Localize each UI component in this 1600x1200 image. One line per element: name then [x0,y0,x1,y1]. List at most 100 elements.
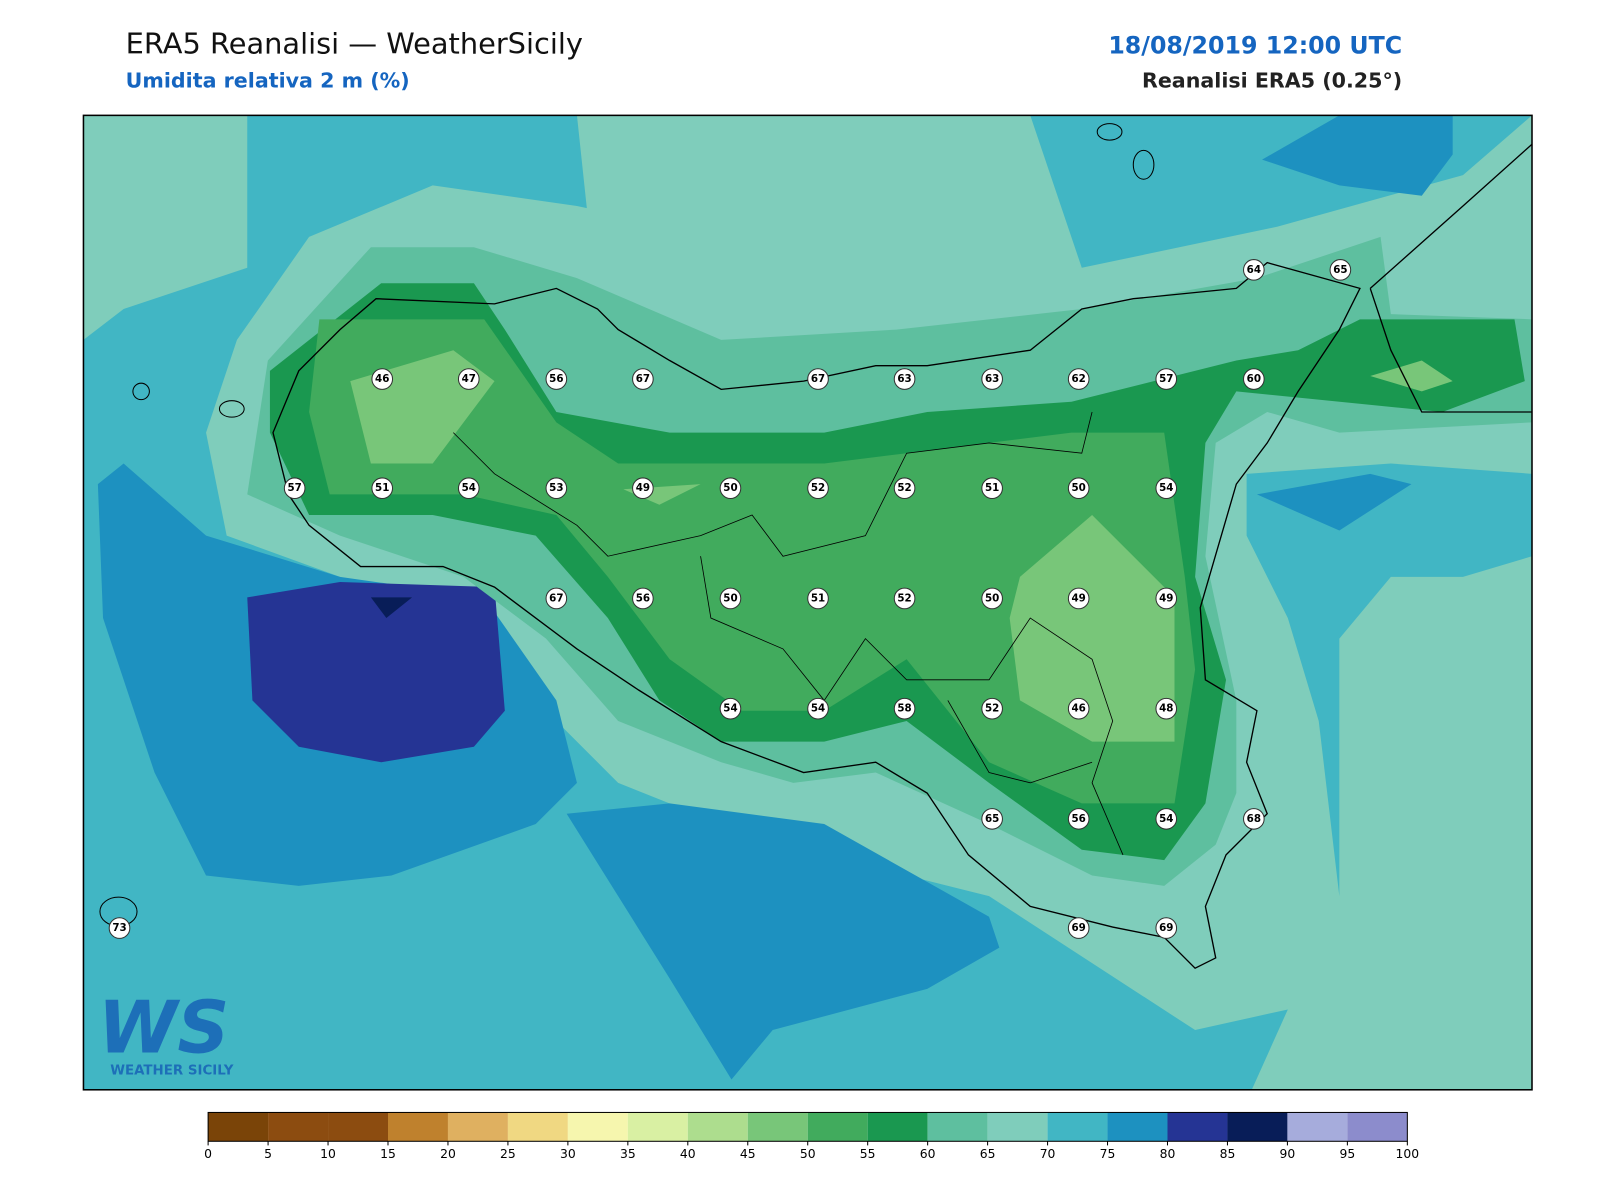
station-value: 58 [897,703,911,715]
colorbar-tick-label: 10 [320,1147,336,1161]
station-value: 73 [112,922,126,934]
station-value: 54 [811,703,825,715]
coastline [1369,143,1533,289]
station-value: 68 [1247,813,1261,825]
colorbar-tick-label: 45 [740,1147,756,1161]
station-value: 52 [811,482,825,494]
colorbar-segment [1047,1112,1108,1142]
station-value: 52 [897,482,911,494]
station-marker [1155,808,1178,830]
band-85-90 [370,597,413,619]
province-border [947,700,1093,784]
colorbar-segment [627,1112,688,1142]
station-marker [719,587,742,610]
station-marker [1155,697,1178,720]
colorbar-tick-label: 70 [1040,1147,1056,1161]
band-70-75 [1246,463,1533,897]
station-marker [893,477,916,500]
province-border [453,411,1093,557]
colorbar-tick-label: 0 [204,1147,212,1161]
station-marker [981,587,1003,610]
colorbar-segment [747,1112,808,1142]
station-value: 60 [1247,373,1261,385]
station-marker [1155,587,1178,610]
station-marker [1155,917,1178,939]
colorbar-segment [507,1112,568,1142]
station-value: 54 [723,703,737,715]
station-marker [1155,368,1178,390]
station-value: 51 [375,482,389,494]
island [132,382,150,401]
station-marker [1067,368,1090,390]
colorbar-segment [927,1112,988,1142]
province-border [700,556,1124,856]
station-value: 54 [462,482,476,494]
colorbar-tick-label: 25 [500,1147,516,1161]
station-value: 50 [723,592,737,604]
colorbar-tick-label: 50 [800,1147,816,1161]
station-value: 63 [985,373,999,385]
station-value: 56 [549,373,563,385]
station-marker [981,697,1003,720]
station-marker [632,477,654,500]
station-value: 46 [1072,703,1086,715]
colorbar-segment [1107,1112,1168,1142]
band-65-70 [83,115,248,340]
station-marker [545,368,568,390]
station-value: 54 [1159,482,1173,494]
station-value: 65 [985,813,999,825]
station-value: 47 [462,373,476,385]
station-value: 63 [897,373,911,385]
station-marker [981,808,1003,830]
logo-mark: WS [98,987,229,1071]
colorbar-segment [387,1112,448,1142]
colorbar-segment [567,1112,628,1142]
band-45-50 [1009,515,1175,742]
station-marker [371,368,394,390]
station-value: 51 [811,592,825,604]
station-value: 57 [1159,373,1173,385]
colorbar-tick-label: 60 [920,1147,936,1161]
station-marker [981,477,1003,500]
station-marker [807,697,829,720]
station-value: 52 [897,592,911,604]
colorbar-tick-label: 30 [560,1147,576,1161]
station-marker [457,477,480,500]
coastline [1369,288,1533,413]
station-value: 50 [985,592,999,604]
station-value: 56 [636,592,650,604]
coastline [272,261,1361,970]
colorbar-segment [687,1112,748,1142]
station-marker [1067,808,1090,830]
colorbar-tick-label: 100 [1396,1147,1420,1161]
station-marker [719,477,742,500]
station-value: 51 [985,482,999,494]
station-marker [1067,697,1090,720]
band-75-80 [1262,115,1453,196]
island [1096,123,1123,141]
station-marker [632,368,654,390]
colorbar-segment [1347,1112,1408,1142]
colorbar-segment [987,1112,1048,1142]
colorbar-tick-label: 35 [620,1147,636,1161]
station-value: 69 [1159,922,1173,934]
colorbar-tick-label: 5 [264,1147,272,1161]
station-marker [807,368,829,390]
colorbar: 0 5 10 15 20 25 30 35 40 45 50 55 60 65 70 75 80 85 90 95 10… [204,1111,1420,1161]
station-marker [1067,917,1090,939]
station-value: 53 [549,482,563,494]
title: ERA5 Reanalisi — WeatherSicily [126,27,583,61]
band-80-85 [247,581,505,763]
station-marker [283,477,306,500]
station-marker [632,587,654,610]
band-50-55 [309,319,1196,804]
map [83,115,1533,1090]
station-value: 67 [636,373,650,385]
station-marker [545,587,568,610]
stations: 64 65 46 47 56 67 67 63 63 62 57 60 57 51 54 53 49 50 52 52… [108,259,1352,939]
station-marker [457,368,480,390]
colorbar-tick-label: 65 [980,1147,996,1161]
station-marker [1067,587,1090,610]
station-marker [719,697,742,720]
station-marker [893,697,916,720]
